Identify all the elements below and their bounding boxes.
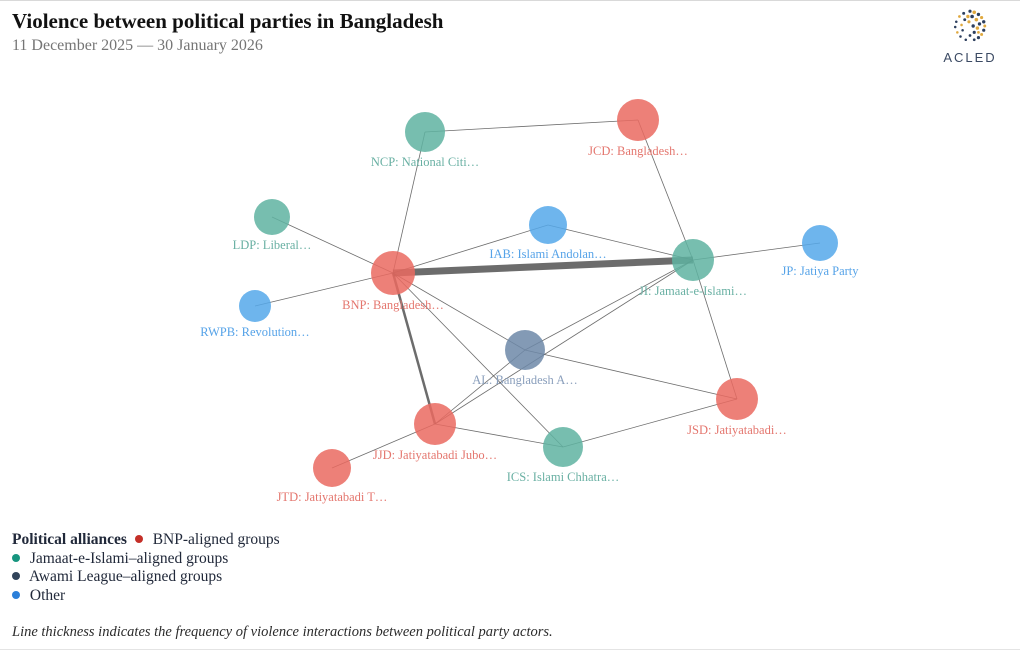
legend-label-awami: Awami League–aligned groups — [29, 568, 223, 585]
edge-IAB-JI — [547, 224, 694, 261]
legend-dot-awami — [12, 572, 20, 580]
network-node-label-ICS: ICS: Islami Chhatra… — [507, 470, 620, 484]
legend-dot-other — [12, 590, 20, 599]
network-node-RWPB[interactable] — [239, 290, 271, 322]
page-title: Violence between political parties in Ba… — [12, 9, 444, 33]
network-node-JTD[interactable] — [313, 449, 351, 487]
network-node-LDP[interactable] — [254, 199, 290, 235]
edge-NCP-JCD — [424, 119, 639, 133]
edge-BNP-ICS — [392, 272, 564, 448]
legend-label-bnp: BNP-aligned groups — [152, 531, 280, 548]
legend-line: Jamaat-e-Islami–aligned groups — [12, 550, 280, 569]
footnote: Line thickness indicates the frequency o… — [12, 624, 553, 640]
edge-BNP-AL — [392, 272, 526, 351]
network-node-label-LDP: LDP: Liberal… — [233, 238, 312, 252]
network-node-label-AL: AL: Bangladesh A… — [472, 373, 578, 387]
network-node-label-BNP: BNP: Bangladesh… — [342, 298, 444, 312]
network-node-NCP[interactable] — [405, 112, 445, 152]
edge-BNP-IAB — [392, 224, 549, 274]
legend-line: Awami League–aligned groups — [12, 568, 280, 587]
network-node-label-JP: JP: Jatiya Party — [781, 264, 859, 278]
network-node-label-JJD: JJD: Jatiyatabadi Jubo… — [373, 448, 497, 462]
network-node-label-IAB: IAB: Islami Andolan… — [489, 247, 606, 261]
legend-label-other: Other — [29, 586, 66, 604]
edge-JJD-ICS — [434, 423, 564, 448]
network-node-JP[interactable] — [802, 225, 838, 261]
edge-JI-JP — [692, 242, 821, 261]
legend-line: Political alliances BNP-aligned groups — [12, 531, 280, 550]
network-node-AL[interactable] — [505, 330, 545, 370]
network-node-label-JI: JI: Jamaat-e-Islami… — [639, 284, 747, 298]
network-node-JSD[interactable] — [716, 378, 758, 420]
date-range: 11 December 2025 — 30 January 2026 — [12, 37, 263, 55]
legend-title: Political alliances — [12, 531, 127, 548]
edge-JI-AL — [524, 259, 694, 351]
edge-BNP-JJD — [391, 272, 437, 425]
legend-line: Other — [12, 587, 280, 606]
legend-label-jamaat: Jamaat-e-Islami–aligned groups — [29, 549, 229, 567]
network-node-label-JCD: JCD: Bangladesh… — [588, 144, 688, 158]
network-node-ICS[interactable] — [543, 427, 583, 467]
edge-BNP-JI — [392, 256, 694, 277]
legend-dot-bnp — [134, 535, 143, 543]
network-node-label-RWPB: RWPB: Revolution… — [200, 325, 309, 339]
acled-wordmark: ACLED — [943, 50, 997, 65]
legend: Political alliances BNP-aligned groups J… — [12, 531, 280, 605]
network-node-label-NCP: NCP: National Citi… — [371, 155, 479, 169]
acled-globe-icon — [953, 9, 987, 42]
legend-dot-jamaat — [12, 553, 20, 562]
network-node-JI[interactable] — [672, 239, 714, 281]
edge-JCD-JI — [637, 119, 694, 261]
network-node-label-JSD: JSD: Jatiyatabadi… — [687, 423, 787, 437]
acled-logo: ACLED — [938, 7, 1002, 65]
edge-JI-JJD — [434, 259, 694, 425]
network-node-IAB[interactable] — [529, 206, 567, 244]
edge-NCP-BNP — [392, 131, 426, 274]
edge-AL-JSD — [524, 349, 738, 400]
edge-LDP-BNP — [271, 216, 394, 274]
edge-ICS-JSD — [562, 398, 738, 448]
header: Violence between political parties in Ba… — [12, 9, 443, 55]
network-node-BNP[interactable] — [371, 251, 415, 295]
edge-JI-JSD — [692, 259, 738, 400]
edge-RWPB-BNP — [254, 272, 394, 307]
network-node-JCD[interactable] — [617, 99, 659, 141]
network-node-JJD[interactable] — [414, 403, 456, 445]
network-node-label-JTD: JTD: Jatiyatabadi T… — [277, 490, 388, 504]
